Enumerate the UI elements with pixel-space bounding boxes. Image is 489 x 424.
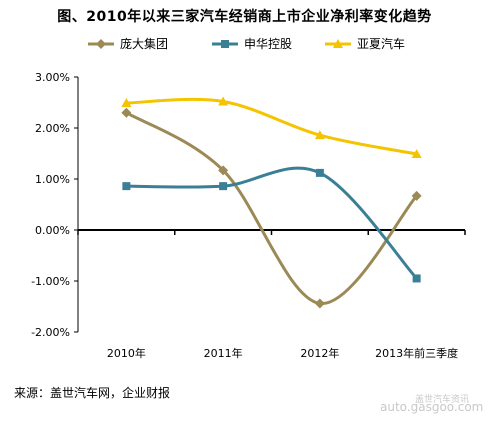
legend-label: 亚夏汽车	[357, 36, 405, 51]
y-tick-label: 2.00%	[35, 122, 70, 135]
legend-marker	[221, 40, 229, 48]
data-point	[412, 274, 421, 283]
legend-label: 申华控股	[244, 37, 292, 51]
y-tick-label: -1.00%	[31, 275, 70, 288]
data-point	[314, 130, 325, 140]
x-tick-label: 2011年	[204, 346, 243, 360]
series-line	[126, 97, 417, 156]
y-tick-label: 0.00%	[35, 224, 70, 237]
series-line	[125, 111, 418, 305]
data-point	[411, 190, 422, 201]
data-point	[315, 168, 324, 177]
legend-label: 庞大集团	[120, 36, 168, 51]
watermark-tagline: 盖世汽车资讯	[415, 395, 470, 405]
data-point	[121, 98, 132, 108]
x-tick-label: 2012年	[300, 346, 339, 360]
legend-marker	[333, 39, 343, 48]
watermark-logo: auto.gasgoo.com	[380, 400, 484, 414]
data-point	[218, 96, 229, 106]
legend-marker	[96, 39, 106, 49]
source-note: 来源：盖世汽车网，企业财报	[14, 386, 171, 400]
chart-title: 图、2010年以来三家汽车经销商上市企业净利率变化趋势	[57, 9, 432, 25]
data-point	[314, 298, 325, 309]
x-tick-label: 2013年前三季度	[375, 346, 458, 360]
series-line	[126, 166, 418, 280]
data-point	[411, 149, 422, 159]
data-point	[122, 182, 131, 191]
data-point	[121, 107, 132, 118]
x-tick-label: 2010年	[107, 346, 146, 360]
data-point	[218, 165, 229, 176]
y-tick-label: -2.00%	[31, 326, 70, 339]
y-tick-label: 1.00%	[35, 173, 70, 186]
y-tick-label: 3.00%	[35, 71, 70, 84]
data-point	[219, 182, 228, 191]
